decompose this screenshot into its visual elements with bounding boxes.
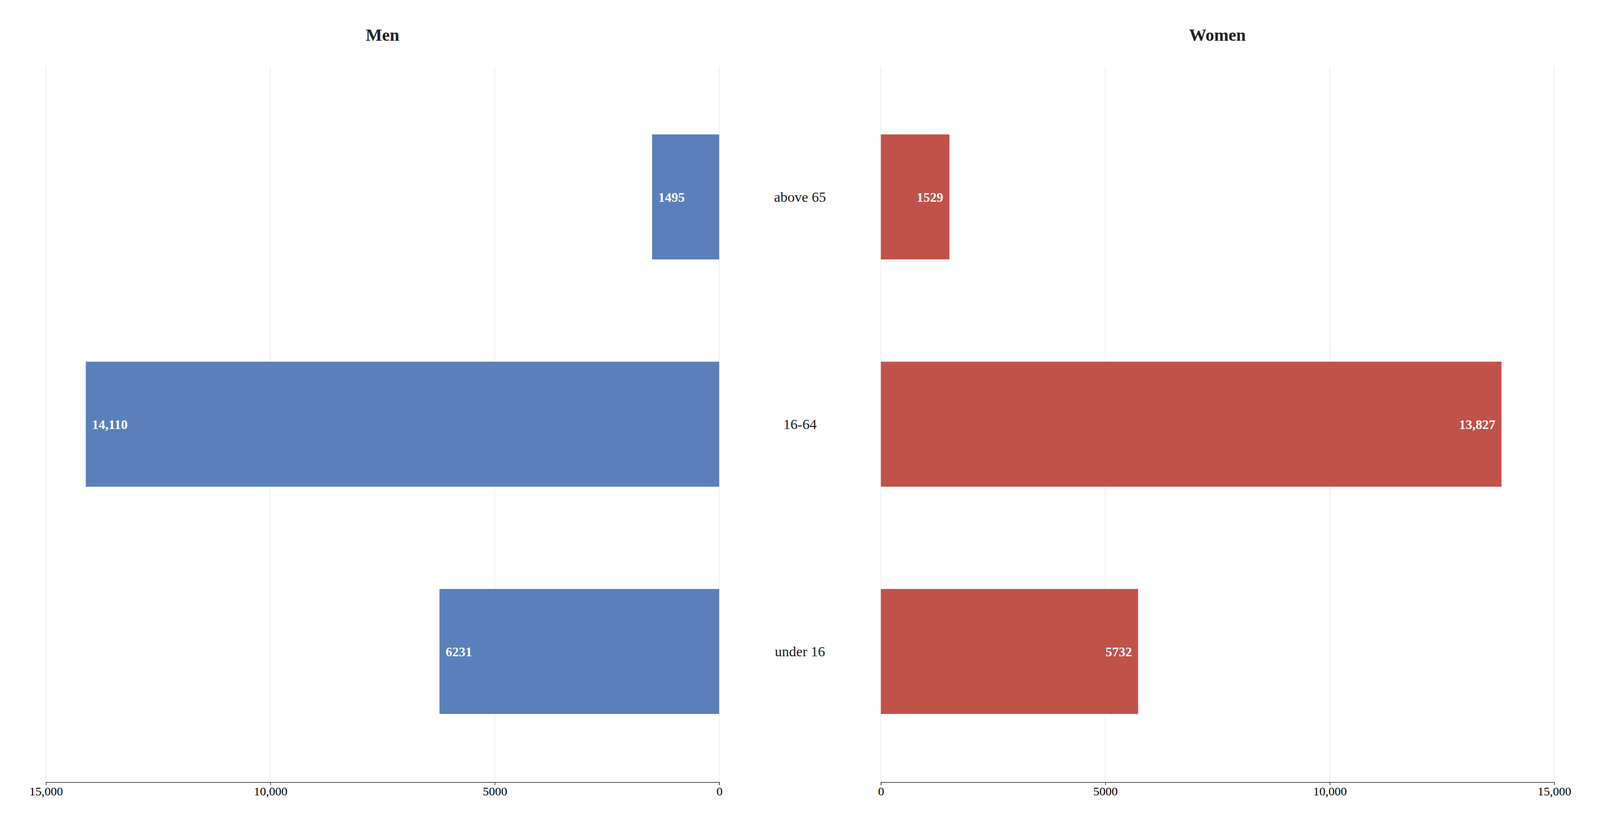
x-axis: 0 5000 10,000 15,000 [878,781,1572,798]
tick-label: 15,000 [29,784,64,798]
axis-line [881,782,1555,786]
tick: 15,000 [29,781,64,798]
axis-line [46,782,720,786]
plot-root: Men 6231 14,110 1495 15,000 10,000 5000 0 Women 5… [29,25,1572,798]
panel-title: Women [1188,25,1246,45]
data-labels: 6231 14,110 1495 [91,190,685,660]
bar [880,134,950,260]
category-label: under 16 [774,643,826,660]
tick-label: 0 [878,784,885,798]
panel: Men 6231 14,110 1495 15,000 10,000 5000 0 [29,25,723,798]
tick-label: 10,000 [1313,784,1347,798]
bar [880,588,1138,714]
tick-label: 5000 [1093,784,1118,798]
bar [85,361,719,487]
bars [85,134,719,714]
panel: Women 5732 13,827 1529 0 5000 10,000 15,000 [878,25,1572,798]
category-labels: under 16 16-64 above 65 [774,188,827,660]
tick-label: 15,000 [1537,784,1572,798]
tick-label: 5000 [482,784,508,798]
bars [880,134,1502,714]
data-label: 1495 [658,190,685,205]
bar [880,361,1502,487]
grid-line [1554,66,1555,782]
tick: 10,000 [253,781,288,798]
bar [652,134,720,260]
tick: 5000 [1093,781,1118,798]
category-label: above 65 [774,188,827,205]
panel-title: Men [365,25,400,45]
tick: 15,000 [1537,781,1572,798]
tick: 10,000 [1313,781,1347,798]
tick-label: 0 [716,784,723,798]
tick: 5000 [482,781,508,798]
grid-line [45,66,47,782]
bar [439,588,720,714]
data-label: 13,827 [1458,417,1496,432]
grid [880,66,1555,782]
data-label: 5732 [1105,644,1132,660]
tick-label: 10,000 [253,784,288,798]
category-label: 16-64 [783,416,817,432]
tick: 0 [878,781,885,798]
data-label: 1529 [916,190,944,205]
grid [45,66,720,782]
data-label: 14,110 [91,417,128,432]
tick: 0 [716,781,723,798]
chart: Men 6231 14,110 1495 15,000 10,000 5000 0 Women 5… [0,0,1600,828]
data-labels: 5732 13,827 1529 [916,190,1496,660]
data-label: 6231 [445,644,473,660]
x-axis: 15,000 10,000 5000 0 [29,781,723,798]
